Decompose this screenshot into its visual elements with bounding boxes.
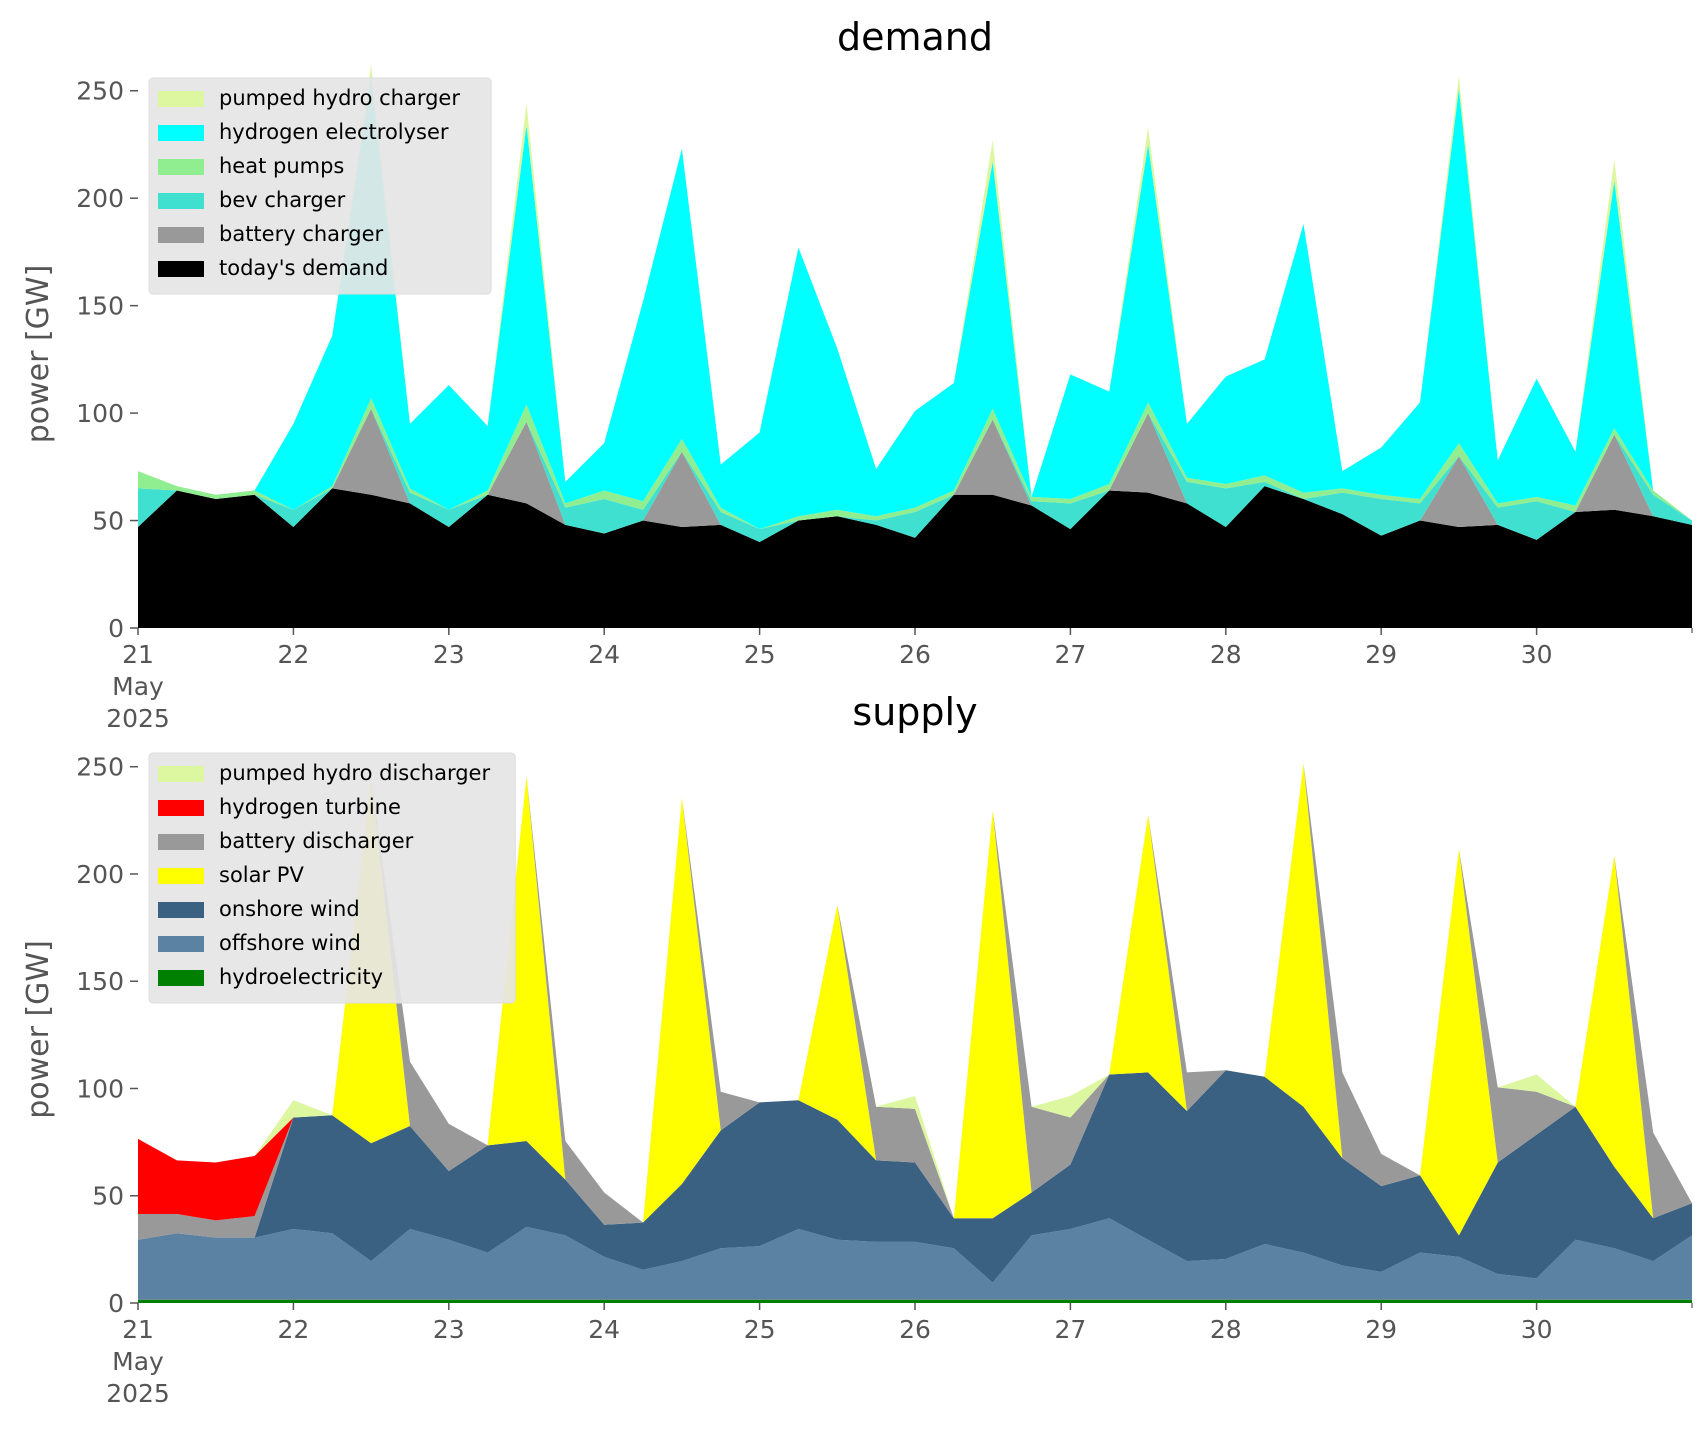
chart-title: demand <box>837 15 993 59</box>
legend-label: bev charger <box>219 188 346 212</box>
y-tick-label: 50 <box>92 507 124 536</box>
x-tick-label: 2025 <box>106 704 170 733</box>
y-tick-label: 100 <box>76 1074 124 1103</box>
area-heat-pumps <box>138 398 1692 530</box>
legend-label: pumped hydro charger <box>219 86 460 110</box>
x-tick-label: 24 <box>588 640 620 669</box>
area-onshore-wind <box>138 1070 1692 1283</box>
x-tick-label: 21 <box>122 640 154 669</box>
legend-swatch <box>158 193 204 209</box>
area-hydrogen-electrolyser <box>138 75 1692 530</box>
legend-swatch <box>158 91 204 107</box>
y-tick-label: 200 <box>76 184 124 213</box>
x-tick-label: 28 <box>1210 1315 1242 1344</box>
legend-label: hydroelectricity <box>219 965 383 989</box>
y-tick-label: 250 <box>76 77 124 106</box>
x-tick-label: 23 <box>433 1315 465 1344</box>
x-tick-label: 22 <box>277 1315 309 1344</box>
legend-swatch <box>158 936 204 952</box>
legend-swatch <box>158 261 204 277</box>
y-tick-label: 200 <box>76 860 124 889</box>
area-battery-charger <box>138 408 1692 543</box>
y-tick-label: 250 <box>76 753 124 782</box>
chart-title: supply <box>852 690 977 734</box>
legend-label: solar PV <box>219 863 304 887</box>
area-solar-pv <box>138 763 1692 1240</box>
legend: pumped hydro charger hydrogen electrolyse… <box>148 77 492 295</box>
x-tick-label: 29 <box>1365 1315 1397 1344</box>
legend-swatch <box>158 868 204 884</box>
legend-swatch <box>158 902 204 918</box>
x-tick-label: 24 <box>588 1315 620 1344</box>
area-bev-charger <box>138 408 1692 543</box>
x-tick-label: 27 <box>1054 1315 1086 1344</box>
legend-box <box>148 752 516 1004</box>
y-tick-label: 0 <box>108 614 124 643</box>
legend-label: hydrogen electrolyser <box>219 120 449 144</box>
area-offshore-wind <box>138 1218 1692 1300</box>
panel-supply: supply 0 50 100 150 200 250 power [GW] 21 May 2025… <box>21 690 1693 1408</box>
legend-swatch <box>158 766 204 782</box>
legend-label: onshore wind <box>219 897 360 921</box>
x-tick-label: 30 <box>1521 640 1553 669</box>
area-today-s-demand <box>138 486 1692 628</box>
y-tick-label: 100 <box>76 399 124 428</box>
panel-demand: demand 0 50 100 150 200 250 power [GW] 21 May 2025… <box>21 15 1693 733</box>
y-tick-label: 150 <box>76 967 124 996</box>
legend-swatch <box>158 970 204 986</box>
x-tick-label: 26 <box>899 640 931 669</box>
area-hydroelectricity <box>138 1299 1692 1303</box>
x-tick-label: May <box>112 672 164 701</box>
y-tick-label: 150 <box>76 292 124 321</box>
legend-label: offshore wind <box>219 931 361 955</box>
x-tick-label: 28 <box>1210 640 1242 669</box>
x-tick-label: 21 <box>122 1315 154 1344</box>
x-tick-label: 26 <box>899 1315 931 1344</box>
legend-label: today's demand <box>219 256 388 280</box>
x-tick-label: 29 <box>1365 640 1397 669</box>
legend-box <box>148 77 492 295</box>
x-tick-label: 25 <box>744 1315 776 1344</box>
x-tick-label: 25 <box>744 640 776 669</box>
legend-swatch <box>158 227 204 243</box>
legend-label: hydrogen turbine <box>219 795 401 819</box>
x-tick-label: 23 <box>433 640 465 669</box>
y-axis-label: power [GW] <box>21 265 56 444</box>
x-tick-label: 2025 <box>106 1379 170 1408</box>
x-tick-label: 27 <box>1054 640 1086 669</box>
legend-label: pumped hydro discharger <box>219 761 490 785</box>
x-tick-label: 22 <box>277 640 309 669</box>
x-tick-label: May <box>112 1347 164 1376</box>
legend: pumped hydro discharger hydrogen turbine b… <box>148 752 516 1004</box>
area-battery-discharger <box>138 763 1692 1240</box>
y-tick-label: 50 <box>92 1182 124 1211</box>
legend-swatch <box>158 125 204 141</box>
legend-swatch <box>158 834 204 850</box>
y-tick-label: 0 <box>108 1289 124 1318</box>
legend-label: heat pumps <box>219 154 344 178</box>
x-tick-label: 30 <box>1521 1315 1553 1344</box>
legend-label: battery discharger <box>219 829 414 853</box>
legend-swatch <box>158 800 204 816</box>
legend-swatch <box>158 159 204 175</box>
legend-label: battery charger <box>219 222 384 246</box>
y-axis-label: power [GW] <box>21 940 56 1119</box>
